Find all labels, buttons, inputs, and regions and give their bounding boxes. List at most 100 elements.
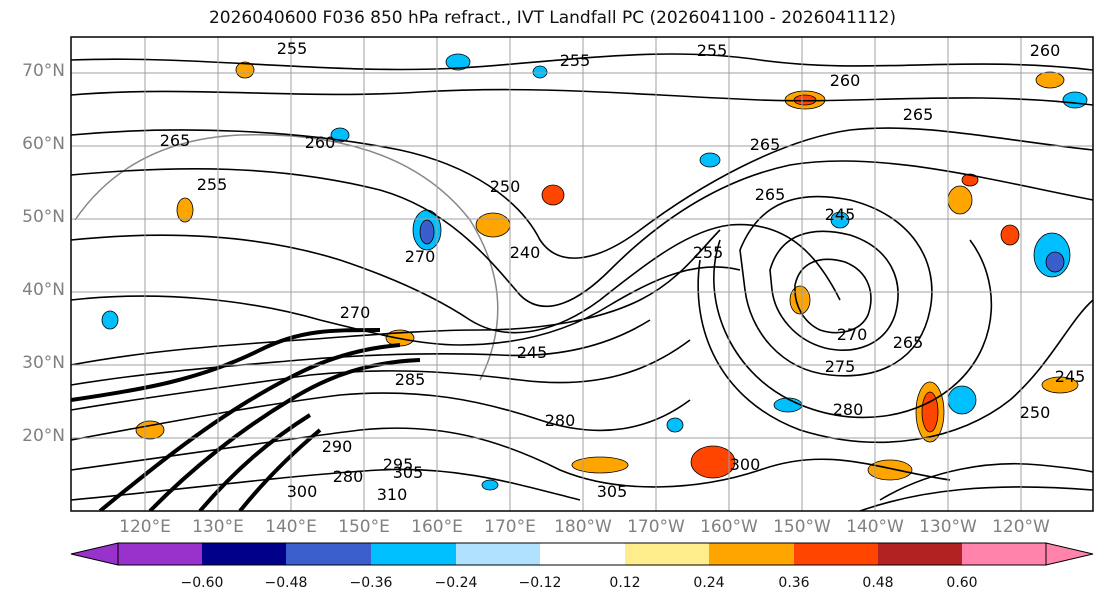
contour-line [71,229,721,366]
contour-line [71,223,841,334]
contour-label: 265 [893,333,924,352]
colorbar-tick-label: 0.36 [778,575,810,591]
contour-label: 290 [322,437,353,456]
contour-label: 275 [825,357,856,376]
colorbar-bin [625,543,709,565]
anomaly-region [176,197,194,223]
contour-label: 265 [903,105,934,124]
contour-label: 255 [277,39,308,58]
colorbar-bin [202,543,286,565]
anomaly-region [1000,224,1020,246]
anomaly-region [419,219,435,245]
anomaly-region [961,173,979,187]
lat-label: 60°N [22,134,65,154]
contour-line [697,259,1093,443]
contour-label: 260 [830,71,861,90]
colorbar-tick-label: −0.12 [518,575,562,591]
contour-label: 255 [697,41,728,60]
colorbar-tick-label: 0.24 [693,575,725,591]
anomaly-region [101,310,119,330]
colorbar-bin [118,543,202,565]
graticule [71,37,1093,511]
lat-label: 70°N [22,61,65,81]
contour-line [71,266,741,346]
colorbar-tick-label: −0.24 [434,575,478,591]
lat-label: 20°N [22,426,65,446]
lon-label: 130°E [192,517,244,537]
anomaly-region [867,459,913,481]
contour-label: 280 [333,467,364,486]
contour-line [739,195,933,377]
anomaly-region [699,152,721,168]
colorbar-tick-label: 0.12 [609,575,641,591]
contour-label: 245 [517,343,548,362]
lon-label: 120°E [119,517,171,537]
anomaly-region [475,212,511,238]
contour-line [713,239,993,419]
lon-label: 170°E [484,517,536,537]
contour-label: 255 [693,243,724,262]
contour-label: 310 [377,485,408,504]
contour-label: 250 [1020,403,1051,422]
contour-label: 280 [545,411,576,430]
lon-label: 170°W [627,517,685,537]
contour-label: 300 [287,482,318,501]
contour-label: 270 [340,303,371,322]
anomaly-region [830,211,850,229]
lat-label: 40°N [22,280,65,300]
anomaly-region [1062,91,1088,109]
contour-label: 255 [560,51,591,70]
colorbar-bin [878,543,962,565]
contour-line [71,127,1093,259]
contour-label: 270 [405,247,436,266]
colorbar-extend-max [1045,542,1094,566]
colorbar-bin [540,543,625,565]
lon-label: 150°W [773,517,831,537]
contour-line [71,392,691,441]
contour-label: 270 [837,325,868,344]
lat-label: 30°N [22,353,65,373]
contour-label: 260 [1030,41,1061,60]
refractivity-contours [71,53,1093,511]
contour-label: 245 [825,205,856,224]
contour-label: 265 [750,135,781,154]
lon-label: 140°W [846,517,904,537]
anomaly-region [330,127,350,143]
colorbar-tick-label: −0.60 [180,575,224,591]
contour-label: 255 [197,175,228,194]
contour-line [859,486,1093,511]
colorbar-tick-label: 0.60 [946,575,978,591]
contour-line [794,258,872,334]
colorbar-bin [962,543,1046,565]
contour-labels: 255 255 255 260 260 265 265 260 265 255 … [160,39,1086,504]
colorbar-tick-label: −0.36 [349,575,393,591]
map-frame [70,36,1094,512]
contour-label: 300 [730,455,761,474]
anomaly-region [235,61,255,79]
anomaly-region [1041,376,1079,394]
anomaly-region [1045,251,1065,273]
colorbar-extend-min [70,542,119,566]
colorbar-bin [794,543,878,565]
lon-label: 140°E [265,517,317,537]
contour-line [148,358,421,511]
colorbar-tick-label: −0.48 [264,575,308,591]
colorbar-bin [709,543,794,565]
contour-line [769,230,899,351]
lon-label: 160°E [411,517,463,537]
anomaly-region [541,184,565,206]
contour-line [71,53,1093,71]
lon-label: 150°E [338,517,390,537]
colorbar-bin [286,543,371,565]
anomaly-region [532,65,548,79]
contour-label: 295 [383,455,414,474]
contour-label: 305 [393,463,424,482]
colorbar-tick-label: 0.48 [862,575,894,591]
colorbar-bin [371,543,456,565]
contour-label: 305 [597,482,628,501]
lon-label: 120°W [992,517,1050,537]
colorbar-bin [456,543,540,565]
contour-line [879,462,1093,501]
colorbar [70,542,1094,566]
